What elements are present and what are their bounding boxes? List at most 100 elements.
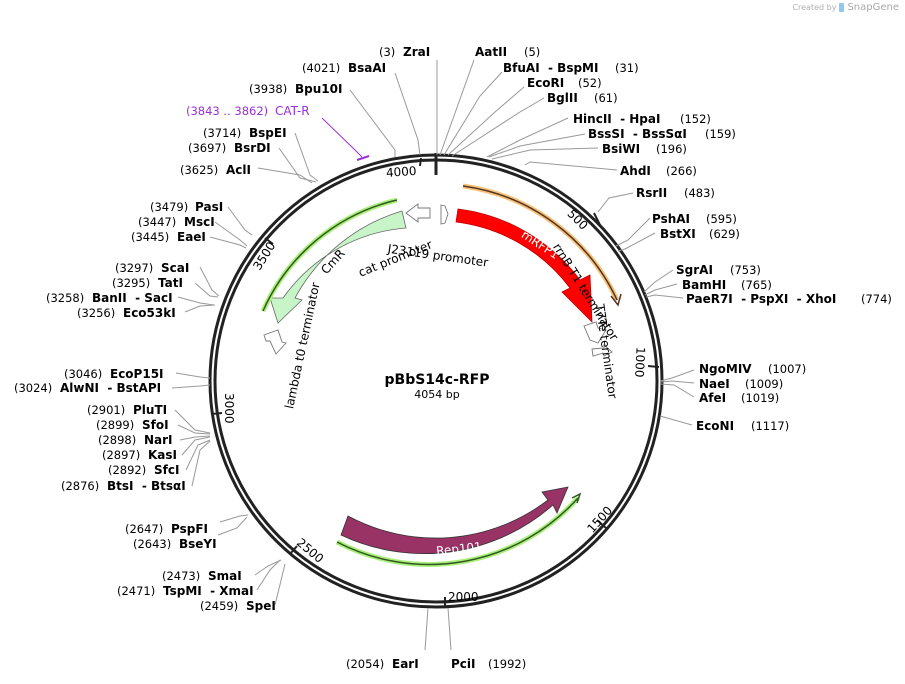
- svg-text:TspMI - XmaI: TspMI - XmaI: [163, 584, 254, 598]
- site-bfuai[interactable]: BfuAI - BspMI (31): [503, 61, 639, 75]
- site-bstxi[interactable]: BstXI (629): [660, 227, 740, 241]
- feature-mrfp1[interactable]: mRFP1: [455, 208, 593, 324]
- site-eco53ki[interactable]: (3256) Eco53kI: [77, 306, 176, 320]
- svg-text:KasI: KasI: [148, 448, 177, 462]
- site-ngomiv[interactable]: NgoMIV (1007): [699, 362, 806, 376]
- site-bssi[interactable]: BssSI - BssSαI (159): [588, 127, 736, 141]
- svg-text:AhdI: AhdI: [620, 164, 651, 178]
- svg-text:AfeI: AfeI: [699, 391, 726, 405]
- site-bglii[interactable]: BglII (61): [547, 91, 618, 105]
- rrnb-t1-terminator-arrow[interactable]: [583, 321, 607, 344]
- site-pluti[interactable]: (2901) PluTI: [87, 403, 167, 417]
- site-ecori[interactable]: EcoRI (52): [527, 76, 602, 90]
- feature-rep101[interactable]: Rep101: [340, 486, 569, 559]
- site-alwni[interactable]: (3024) AlwNI - BstAPI: [14, 381, 161, 395]
- site-afei[interactable]: AfeI (1019): [699, 391, 779, 405]
- site-pcii[interactable]: PciI (1992): [451, 657, 526, 671]
- lambda-t0-terminator-arrow[interactable]: [263, 329, 287, 355]
- site-pspfi[interactable]: (2647) PspFI: [125, 522, 208, 536]
- orf-arrow-mrfp1: [610, 293, 622, 307]
- tick-label-4000: 4000: [386, 164, 417, 180]
- svg-text:NarI: NarI: [144, 433, 173, 447]
- tick-marks: [211, 157, 660, 607]
- svg-text:(2471): (2471): [117, 584, 155, 598]
- feature-label-rep101: Rep101: [435, 540, 482, 559]
- site-bamhi[interactable]: BamHI (765): [682, 278, 772, 292]
- svg-text:NaeI: NaeI: [699, 377, 730, 391]
- site-acli[interactable]: (3625) AclI: [180, 163, 251, 177]
- site-tati[interactable]: (3295) TatI: [112, 276, 183, 290]
- svg-text:(266): (266): [666, 164, 697, 178]
- svg-text:(3938): (3938): [249, 82, 287, 96]
- svg-text:RsrII: RsrII: [636, 186, 667, 200]
- site-bsaai[interactable]: (4021) BsaAI: [302, 61, 386, 75]
- site-msci[interactable]: (3447) MscI: [138, 215, 215, 229]
- orf-line-cmr: [262, 199, 398, 312]
- site-paer7i[interactable]: PaeR7I - PspXI - XhoI (774): [686, 292, 892, 306]
- svg-text:(1117): (1117): [751, 419, 789, 433]
- site-sfoi[interactable]: (2899) SfoI: [96, 418, 169, 432]
- svg-text:(31): (31): [615, 61, 639, 75]
- site-kasi[interactable]: (2897) KasI: [102, 448, 177, 462]
- svg-text:(61): (61): [594, 91, 618, 105]
- svg-text:(2473): (2473): [162, 569, 200, 583]
- site-nari[interactable]: (2898) NarI: [98, 433, 173, 447]
- svg-text:(3297): (3297): [115, 261, 153, 275]
- svg-text:(3258): (3258): [46, 291, 84, 305]
- site-banii[interactable]: (3258) BanII - SacI: [46, 291, 173, 305]
- j23119-promoter-arrow[interactable]: [440, 204, 449, 225]
- svg-text:(3256): (3256): [77, 306, 115, 320]
- svg-text:AatII: AatII: [475, 45, 507, 59]
- site-pshai[interactable]: PshAI (595): [652, 212, 737, 226]
- svg-text:PspFI: PspFI: [171, 522, 208, 536]
- svg-text:(3295): (3295): [112, 276, 150, 290]
- primer-cat-r[interactable]: [321, 117, 370, 161]
- svg-text:ScaI: ScaI: [161, 261, 189, 275]
- cat-promoter-arrow[interactable]: [405, 203, 431, 223]
- primer-label-cat-r[interactable]: (3843 .. 3862) CAT-R: [186, 104, 310, 118]
- svg-text:(2899): (2899): [96, 418, 134, 432]
- svg-text:(483): (483): [684, 186, 715, 200]
- tick-label-500: 500: [565, 207, 591, 233]
- site-hincii[interactable]: HincII - HpaI (152): [573, 112, 711, 126]
- site-ecop15i[interactable]: (3046) EcoP15I: [64, 367, 164, 381]
- site-tspmi[interactable]: (2471) TspMI - XmaI: [117, 584, 254, 598]
- svg-text:PluTI: PluTI: [133, 403, 167, 417]
- site-bsrdi[interactable]: (3697) BsrDI: [188, 141, 271, 155]
- site-btsi[interactable]: (2876) BtsI - BtsαI: [61, 479, 186, 493]
- site-econi[interactable]: EcoNI (1117): [696, 419, 789, 433]
- site-rsrii[interactable]: RsrII (483): [636, 186, 715, 200]
- site-bseyi[interactable]: (2643) BseYI: [133, 537, 217, 551]
- site-sgrai[interactable]: SgrAI (753): [676, 263, 761, 277]
- svg-text:PciI: PciI: [451, 657, 476, 671]
- site-spei[interactable]: (2459) SpeI: [200, 599, 276, 613]
- site-eaei[interactable]: (3445) EaeI: [131, 230, 206, 244]
- tick-label-2000: 2000: [448, 590, 479, 604]
- site-naei[interactable]: NaeI (1009): [699, 377, 783, 391]
- site-ahdi[interactable]: AhdI (266): [620, 164, 697, 178]
- t7te-terminator-arrow[interactable]: [591, 344, 613, 357]
- plasmid-length: 4054 bp: [414, 388, 459, 401]
- svg-text:PaeR7I - PspXI - XhoI: PaeR7I - PspXI - XhoI: [686, 292, 836, 306]
- site-zrai[interactable]: (3) ZraI: [379, 45, 430, 59]
- site-smai[interactable]: (2473) SmaI: [162, 569, 242, 583]
- svg-text:(2054): (2054): [346, 657, 384, 671]
- site-aatii[interactable]: AatII (5): [475, 45, 540, 59]
- svg-text:(3697): (3697): [188, 141, 226, 155]
- site-bspei[interactable]: (3714) BspEI: [203, 126, 287, 140]
- site-scai[interactable]: (3297) ScaI: [115, 261, 189, 275]
- site-sfci[interactable]: (2892) SfcI: [108, 463, 179, 477]
- svg-text:(3): (3): [379, 45, 395, 59]
- site-pasi[interactable]: (3479) PasI: [150, 200, 223, 214]
- svg-text:MscI: MscI: [184, 215, 215, 229]
- snapgene-watermark: Created by SnapGene: [792, 2, 899, 13]
- svg-text:NgoMIV: NgoMIV: [699, 362, 752, 376]
- svg-text:(2897): (2897): [102, 448, 140, 462]
- svg-text:BsiWI: BsiWI: [602, 142, 640, 156]
- svg-text:(152): (152): [680, 112, 711, 126]
- site-bsiwi[interactable]: BsiWI (196): [602, 142, 687, 156]
- site-bpu10i[interactable]: (3938) Bpu10I: [249, 82, 342, 96]
- svg-text:(3625): (3625): [180, 163, 218, 177]
- site-eari[interactable]: (2054) EarI: [346, 657, 419, 671]
